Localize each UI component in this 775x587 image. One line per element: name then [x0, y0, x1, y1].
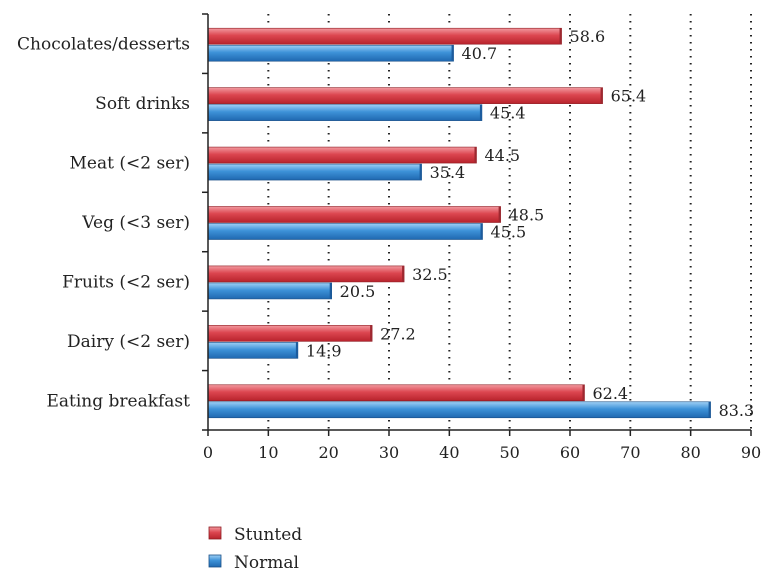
x-tick-label-80: 80: [680, 443, 700, 462]
x-tick-label-20: 20: [318, 443, 338, 462]
x-tick-label-10: 10: [258, 443, 278, 462]
value-label-normal-0: 40.7: [462, 44, 498, 63]
bar-normal-2: [207, 163, 422, 181]
bar-stunted-2: [207, 146, 477, 164]
bar-end-stunted-2: [474, 147, 477, 164]
category-label-1: Soft drinks: [95, 94, 190, 114]
value-label-stunted-4: 32.5: [412, 265, 448, 284]
category-label-5: Dairy (<2 ser): [67, 332, 190, 352]
bar-stunted-0: [207, 27, 562, 45]
category-label-2: Meat (<2 ser): [70, 154, 190, 174]
value-label-stunted-5: 27.2: [380, 324, 416, 343]
value-label-stunted-3: 48.5: [509, 206, 545, 225]
x-tick-label-30: 30: [379, 443, 399, 462]
bar-normal-3: [207, 223, 483, 240]
bars: [207, 27, 711, 419]
x-tick-label-90: 90: [741, 443, 761, 462]
value-label-stunted-1: 65.4: [611, 87, 647, 106]
value-label-normal-2: 35.4: [430, 163, 466, 182]
bar-normal-6: [207, 401, 711, 419]
bar-normal-0: [207, 44, 454, 62]
x-tick-label-70: 70: [620, 443, 640, 462]
category-label-3: Veg (<3 ser): [81, 213, 190, 233]
bar-end-normal-4: [329, 282, 332, 299]
bar-normal-5: [207, 342, 299, 359]
bar-end-stunted-4: [402, 265, 405, 282]
value-label-stunted-2: 44.5: [484, 146, 520, 165]
legend-label-stunted: Stunted: [234, 525, 302, 545]
value-label-normal-1: 45.4: [490, 104, 526, 123]
value-label-normal-3: 45.5: [491, 223, 527, 242]
bar-end-normal-6: [708, 401, 711, 418]
x-tick-label-40: 40: [439, 443, 459, 462]
legend-swatch-stunted: [208, 526, 222, 540]
bar-end-normal-2: [419, 164, 422, 181]
legend-label-normal: Normal: [234, 553, 299, 573]
bar-end-stunted-0: [559, 28, 562, 45]
bar-stunted-1: [207, 87, 603, 104]
bar-stunted-6: [207, 384, 585, 402]
x-tick-label-50: 50: [499, 443, 519, 462]
category-label-6: Eating breakfast: [46, 391, 190, 411]
axes: [202, 13, 752, 436]
bar-normal-4: [207, 282, 332, 300]
legend-swatch-normal: [208, 554, 222, 568]
bar-end-normal-3: [480, 223, 483, 240]
legend: Stunted Normal: [208, 525, 302, 573]
x-tick-label-0: 0: [203, 443, 213, 462]
value-label-stunted-0: 58.6: [570, 27, 606, 46]
bar-end-stunted-1: [600, 87, 603, 104]
bar-stunted-4: [207, 265, 405, 283]
value-label-stunted-6: 62.4: [592, 384, 628, 403]
bar-stunted-5: [207, 325, 373, 342]
labels: 58.6 40.7 Chocolates/desserts 65.4 45.4 Soft …: [17, 27, 761, 462]
bar-end-normal-0: [451, 45, 454, 62]
value-label-normal-5: 14.9: [306, 341, 342, 360]
bar-end-normal-1: [479, 104, 482, 121]
value-label-normal-4: 20.5: [340, 282, 376, 301]
bar-end-stunted-5: [370, 325, 373, 342]
bar-normal-1: [207, 104, 483, 121]
bar-end-stunted-6: [582, 384, 585, 401]
x-tick-label-60: 60: [560, 443, 580, 462]
bar-end-normal-5: [295, 342, 298, 359]
value-label-normal-6: 83.3: [719, 401, 755, 420]
bar-end-stunted-3: [498, 206, 501, 223]
category-label-0: Chocolates/desserts: [17, 35, 190, 55]
bar-stunted-3: [207, 206, 501, 223]
category-label-4: Fruits (<2 ser): [62, 272, 190, 292]
